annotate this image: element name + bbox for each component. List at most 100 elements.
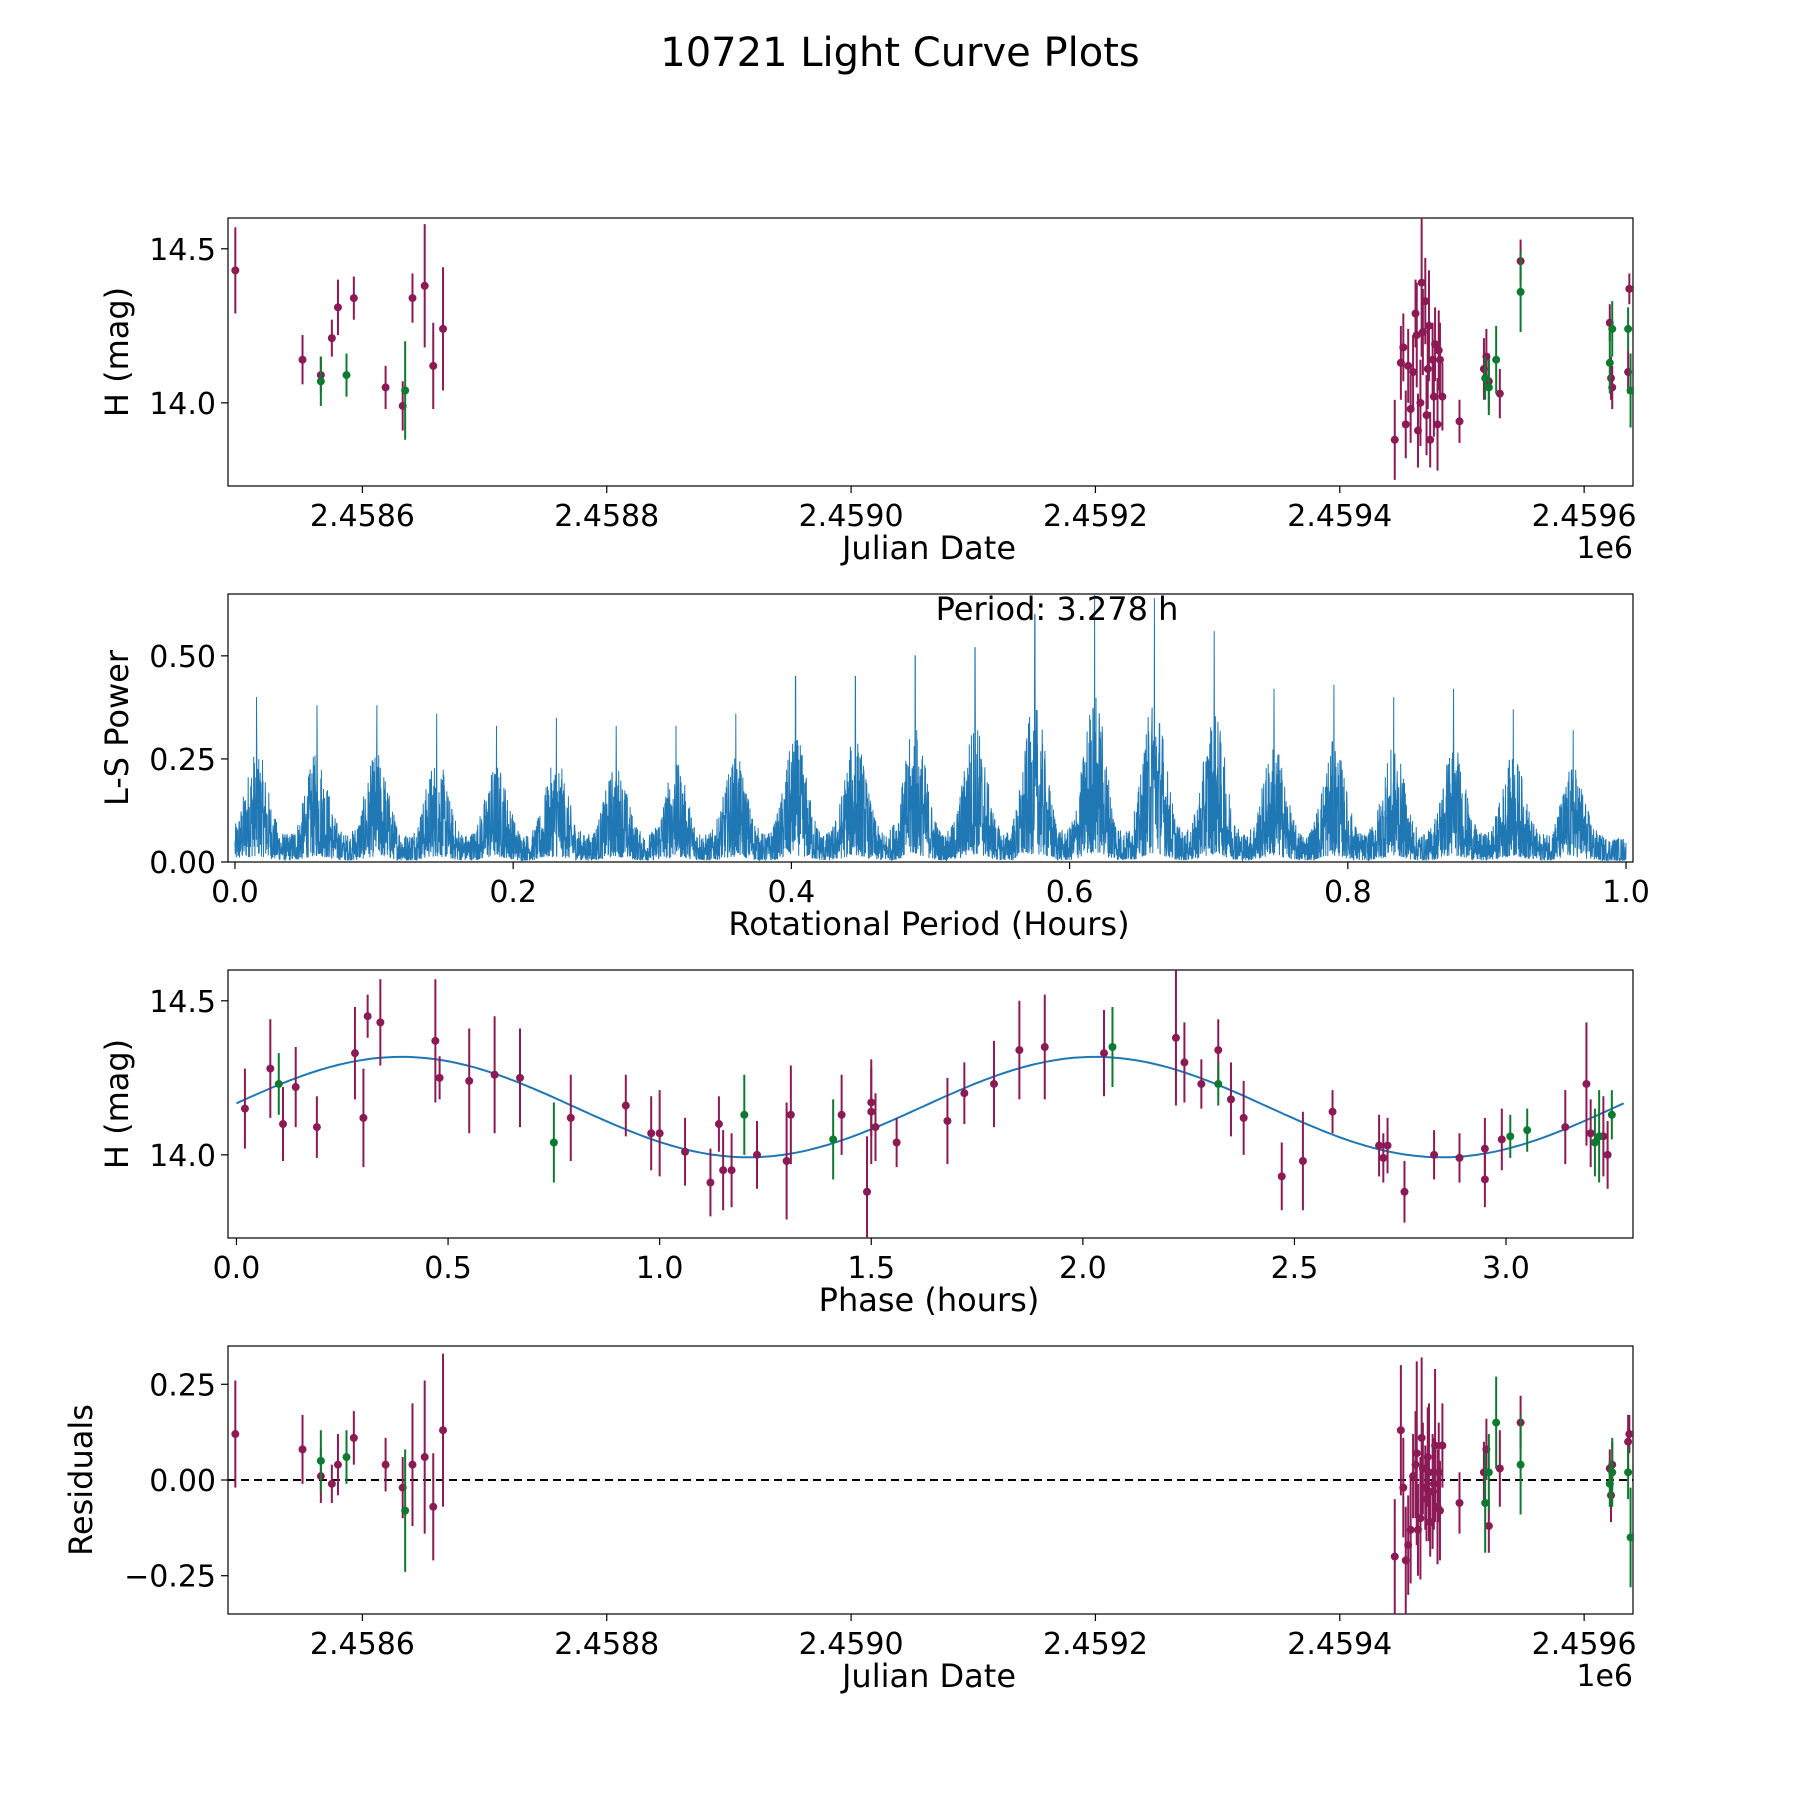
residuals-point-magenta <box>429 1502 438 1511</box>
light-curve-point-magenta <box>1422 411 1431 420</box>
phase-fold-y-axis-label: H (mag) <box>98 1039 136 1169</box>
residuals-point-magenta <box>381 1460 390 1469</box>
light-curve-point-green <box>342 371 351 380</box>
residuals-point-green <box>1484 1468 1493 1477</box>
light-curve-point-green <box>1626 386 1633 395</box>
phase-fold-point-green <box>549 1138 558 1147</box>
residuals-point-green <box>401 1506 410 1515</box>
periodogram-x-ticks: 0.0 0.2 0.4 0.6 0.8 1.0 <box>211 862 1650 910</box>
phase-fold-point-magenta <box>1375 1141 1384 1150</box>
phase-fold-point-magenta <box>706 1178 715 1187</box>
light-curve-point-magenta <box>1416 398 1425 407</box>
phase-fold-point-magenta <box>1277 1172 1286 1181</box>
periodogram-y-tick-label: 0.50 <box>149 640 216 675</box>
phase-fold-point-magenta <box>1379 1153 1388 1162</box>
residuals-point-magenta <box>1607 1491 1616 1500</box>
phase-fold-point-magenta <box>960 1089 969 1098</box>
panel-residuals: 2.4586 2.4588 2.4590 2.4592 2.4594 2.4596 −0.… <box>62 1345 1637 1695</box>
light-curve-point-green <box>401 386 410 395</box>
phase-fold-point-magenta <box>871 1123 880 1132</box>
light-curve-x-tick-label: 2.4586 <box>310 499 415 534</box>
light-curve-x-ticks: 2.4586 2.4588 2.4590 2.4592 2.4594 2.4596 <box>310 486 1637 534</box>
phase-fold-point-magenta <box>279 1120 288 1129</box>
phase-fold-point-magenta <box>1430 1150 1439 1159</box>
light-curve-point-magenta <box>1411 309 1420 318</box>
residuals-x-tick-label: 2.4594 <box>1287 1627 1392 1662</box>
light-curve-x-tick-label: 2.4590 <box>799 499 904 534</box>
residuals-point-magenta <box>1416 1514 1425 1523</box>
phase-fold-point-green <box>1108 1043 1117 1052</box>
light-curve-point-magenta <box>1424 321 1433 330</box>
phase-fold-point-magenta <box>1040 1043 1049 1052</box>
phase-fold-point-magenta <box>1586 1129 1595 1138</box>
phase-fold-fit-line <box>236 1055 1625 1159</box>
phase-fold-point-magenta <box>719 1166 728 1175</box>
residuals-point-magenta <box>1438 1441 1447 1450</box>
phase-fold-point-magenta <box>490 1070 499 1079</box>
phase-fold-point-green <box>1595 1132 1604 1141</box>
phase-fold-point-magenta <box>1214 1046 1223 1055</box>
light-curve-y-axis-label: H (mag) <box>98 287 136 417</box>
light-curve-x-tick-label: 2.4594 <box>1287 499 1392 534</box>
residuals-y-tick-label: −0.25 <box>124 1560 216 1595</box>
periodogram-x-tick-label: 0.4 <box>768 875 816 910</box>
phase-fold-point-magenta <box>363 1012 372 1021</box>
light-curve-point-green <box>1492 355 1501 364</box>
light-curve-point-magenta <box>1417 278 1426 287</box>
figure-title: 10721 Light Curve Plots <box>660 30 1139 76</box>
residuals-x-tick-label: 2.4590 <box>799 1627 904 1662</box>
residuals-x-tick-label: 2.4588 <box>554 1627 659 1662</box>
period-annotation: Period: 3.278 h <box>936 590 1179 628</box>
residuals-y-tick-label: 0.25 <box>149 1368 216 1403</box>
phase-fold-point-magenta <box>1455 1153 1464 1162</box>
phase-fold-point-magenta <box>1226 1095 1235 1104</box>
phase-fold-point-magenta <box>1383 1141 1392 1150</box>
light-curve-y-ticks: 14.0 14.5 <box>149 233 228 422</box>
phase-fold-x-axis-label: Phase (hours) <box>819 1281 1040 1319</box>
phase-fold-point-magenta <box>566 1113 575 1122</box>
light-curve-point-magenta <box>1435 355 1444 364</box>
light-curve-point-magenta <box>429 361 438 370</box>
phase-fold-point-magenta <box>431 1036 440 1045</box>
light-curve-point-magenta <box>408 294 417 303</box>
residuals-point-green <box>1626 1533 1633 1542</box>
light-curve-y-tick-label: 14.0 <box>149 387 216 422</box>
periodogram-x-tick-label: 0.0 <box>211 875 259 910</box>
residuals-point-magenta <box>1412 1449 1421 1458</box>
light-curve-point-magenta <box>420 281 429 290</box>
phase-fold-point-green <box>1506 1132 1515 1141</box>
light-curve-point-magenta <box>1433 420 1442 429</box>
phase-fold-point-magenta <box>1298 1156 1307 1165</box>
light-curve-point-magenta <box>1431 340 1440 349</box>
periodogram-y-axis-label: L-S Power <box>98 649 136 806</box>
residuals-points <box>231 1353 1633 1614</box>
phase-fold-point-magenta <box>1561 1123 1570 1132</box>
periodogram-power-line <box>234 593 1627 863</box>
periodogram-x-tick-label: 1.0 <box>1602 875 1650 910</box>
panel-phase-fold: 0.0 0.5 1.0 1.5 2.0 2.5 3.0 14.0 14.5 Phase (ho… <box>98 969 1634 1319</box>
residuals-point-magenta <box>231 1430 240 1439</box>
phase-fold-x-tick-label: 1.0 <box>636 1251 684 1286</box>
residuals-point-green <box>1481 1498 1490 1507</box>
periodogram-axes-frame <box>227 593 1634 863</box>
residuals-point-magenta <box>1431 1441 1440 1450</box>
phase-fold-point-magenta <box>989 1079 998 1088</box>
residuals-point-magenta <box>408 1460 417 1469</box>
light-curve-point-magenta <box>327 334 336 343</box>
light-curve-x-tick-label: 2.4588 <box>554 499 659 534</box>
panel-periodogram: 0.0 0.2 0.4 0.6 0.8 1.0 0.00 0.25 0.50 Period: … <box>98 590 1650 943</box>
periodogram-x-tick-label: 0.2 <box>489 875 537 910</box>
light-curve-point-green <box>1605 358 1614 367</box>
phase-fold-x-tick-label: 2.5 <box>1271 1251 1319 1286</box>
residuals-x-axis-label: Julian Date <box>840 1657 1016 1695</box>
periodogram-y-tick-label: 0.25 <box>149 743 216 778</box>
periodogram-power-curve <box>234 593 1627 863</box>
phase-fold-point-magenta <box>1171 1033 1180 1042</box>
periodogram-x-axis-label: Rotational Period (Hours) <box>728 905 1129 943</box>
phase-fold-points <box>240 970 1616 1238</box>
phase-fold-point-magenta <box>1239 1113 1248 1122</box>
phase-fold-point-magenta <box>863 1187 872 1196</box>
light-curve-point-magenta <box>1625 284 1633 293</box>
phase-fold-point-magenta <box>621 1101 630 1110</box>
